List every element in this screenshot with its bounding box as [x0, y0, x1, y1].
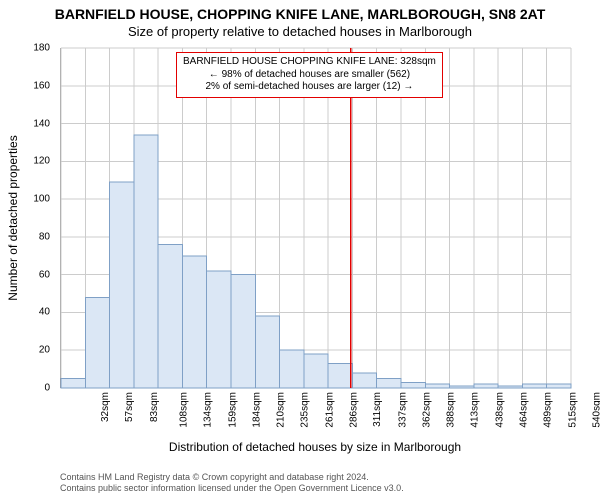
bar [61, 379, 85, 388]
bar [207, 271, 231, 388]
x-tick-label: 515sqm [567, 392, 578, 428]
bar [231, 275, 255, 388]
bar [377, 379, 401, 388]
bar [134, 135, 158, 388]
y-tick-label: 120 [33, 156, 50, 167]
y-tick-label: 180 [33, 43, 50, 54]
x-tick-label: 362sqm [421, 392, 432, 428]
chart-title-line1: BARNFIELD HOUSE, CHOPPING KNIFE LANE, MA… [0, 6, 600, 22]
x-tick-label: 261sqm [324, 392, 335, 428]
x-tick-label: 489sqm [543, 392, 554, 428]
annotation-line1: BARNFIELD HOUSE CHOPPING KNIFE LANE: 328… [183, 56, 436, 69]
x-tick-label: 413sqm [470, 392, 481, 428]
bar [304, 354, 328, 388]
y-tick-label: 80 [39, 231, 50, 242]
x-tick-label: 32sqm [100, 392, 111, 422]
x-tick-label: 159sqm [227, 392, 238, 428]
x-tick-label: 184sqm [251, 392, 262, 428]
x-tick-label: 57sqm [124, 392, 135, 422]
x-tick-label: 311sqm [372, 392, 383, 427]
annotation-line2: ← 98% of detached houses are smaller (56… [183, 69, 436, 82]
plot-svg [61, 48, 571, 388]
x-axis-ticks: 32sqm 57sqm 83sqm 108sqm 134sqm 159sqm 184sqm 2… [60, 388, 570, 448]
x-tick-label: 464sqm [519, 392, 530, 428]
x-tick-label: 83sqm [149, 392, 160, 422]
chart-title-line2: Size of property relative to detached ho… [0, 24, 600, 39]
x-tick-label: 108sqm [179, 392, 190, 428]
bar [255, 316, 279, 388]
bar [328, 363, 352, 388]
y-tick-label: 0 [44, 383, 50, 394]
annotation-box: BARNFIELD HOUSE CHOPPING KNIFE LANE: 328… [176, 52, 443, 98]
bar [158, 244, 182, 388]
x-tick-label: 235sqm [300, 392, 311, 428]
chart-container: BARNFIELD HOUSE, CHOPPING KNIFE LANE, MA… [0, 0, 600, 500]
bar [182, 256, 206, 388]
x-tick-label: 286sqm [349, 392, 360, 428]
annotation-line3: 2% of semi-detached houses are larger (1… [183, 81, 436, 94]
copyright-line2: Contains public sector information licen… [60, 483, 570, 494]
x-axis-label: Distribution of detached houses by size … [60, 440, 570, 454]
y-tick-label: 40 [39, 307, 50, 318]
copyright-line1: Contains HM Land Registry data © Crown c… [60, 472, 570, 483]
bar [110, 182, 134, 388]
y-tick-label: 100 [33, 194, 50, 205]
x-tick-label: 337sqm [397, 392, 408, 428]
y-tick-label: 60 [39, 269, 50, 280]
x-tick-label: 134sqm [203, 392, 214, 428]
x-tick-label: 210sqm [276, 392, 287, 428]
y-axis-ticks: 020406080100120140160180 [0, 48, 56, 388]
y-tick-label: 160 [33, 80, 50, 91]
copyright-text: Contains HM Land Registry data © Crown c… [60, 472, 570, 494]
y-tick-label: 140 [33, 118, 50, 129]
x-tick-label: 540sqm [591, 392, 600, 428]
y-tick-label: 20 [39, 345, 50, 356]
plot-area: BARNFIELD HOUSE CHOPPING KNIFE LANE: 328… [60, 48, 570, 388]
x-tick-label: 388sqm [446, 392, 457, 428]
x-tick-label: 438sqm [494, 392, 505, 428]
bar [280, 350, 304, 388]
bar [85, 297, 109, 388]
bar [352, 373, 376, 388]
